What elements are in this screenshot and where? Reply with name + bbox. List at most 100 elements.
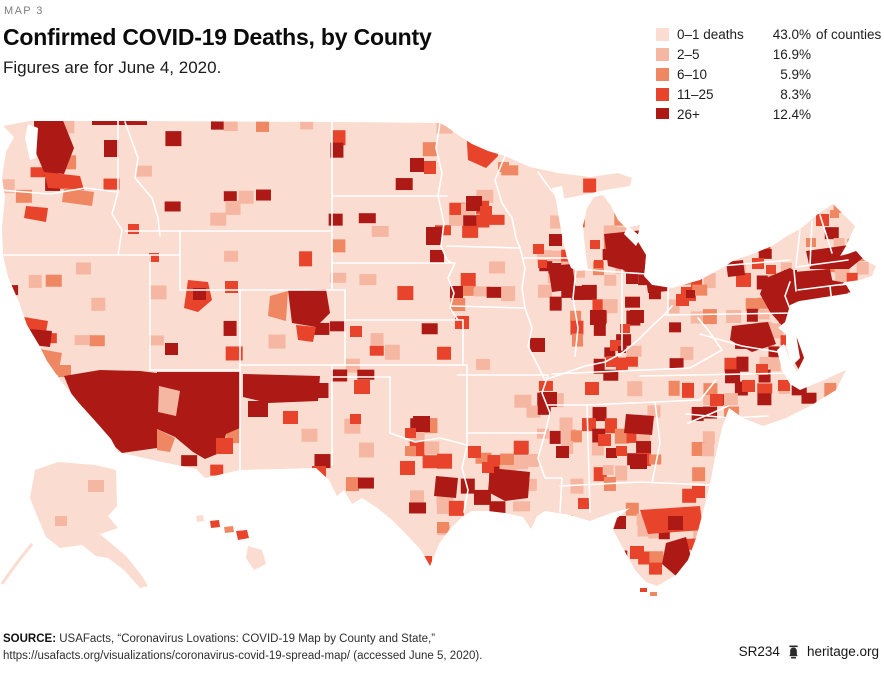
county <box>538 380 553 391</box>
source-label: SOURCE: <box>3 633 57 645</box>
county <box>602 299 618 314</box>
county <box>583 178 597 193</box>
hotspot-county <box>594 260 603 268</box>
county <box>638 274 651 286</box>
county <box>501 286 516 302</box>
county <box>411 561 425 573</box>
county <box>702 548 715 560</box>
county <box>602 465 614 476</box>
county <box>812 429 824 443</box>
hotspot-county <box>149 253 159 262</box>
county <box>513 501 531 512</box>
legend-swatch <box>656 27 669 41</box>
county <box>460 285 474 296</box>
county <box>436 501 451 514</box>
county <box>668 299 680 314</box>
county <box>625 296 641 308</box>
legend-bucket-label: 0–1 deaths <box>677 26 744 42</box>
county <box>460 478 475 494</box>
county <box>692 467 706 482</box>
county <box>395 178 413 191</box>
hotspot-county <box>466 196 482 211</box>
county <box>845 309 860 325</box>
county <box>824 227 839 240</box>
hotspot-county <box>488 468 530 501</box>
florida-keys <box>640 588 647 592</box>
county <box>570 478 584 494</box>
county <box>513 440 529 455</box>
aleutian-islands <box>0 543 34 585</box>
county <box>647 236 659 251</box>
hawaii-big-island <box>246 546 266 570</box>
hotspot-county <box>726 260 745 277</box>
hotspot-county <box>62 188 94 206</box>
county <box>569 549 584 562</box>
hotspot-county <box>598 434 611 446</box>
county <box>314 322 330 335</box>
county <box>680 346 694 360</box>
state-border <box>543 305 673 381</box>
hotspot-county <box>533 244 544 254</box>
county <box>823 443 839 459</box>
county <box>757 383 773 394</box>
state-border <box>437 195 453 264</box>
county <box>105 452 120 465</box>
county <box>560 551 575 565</box>
county <box>14 573 32 586</box>
state-borders <box>2 121 849 513</box>
hotspot-county <box>157 429 175 452</box>
county <box>780 262 792 274</box>
legend-suffix: of counties <box>816 26 882 42</box>
hotspot-county <box>480 206 492 217</box>
hotspot-county <box>538 260 547 268</box>
county <box>814 333 827 344</box>
county <box>712 224 727 239</box>
county <box>812 321 824 337</box>
state-border <box>124 121 161 237</box>
hotspot-county <box>498 162 509 172</box>
county <box>846 335 861 351</box>
county <box>625 502 639 516</box>
county <box>792 311 807 325</box>
hotspot-county <box>766 265 776 274</box>
hotspot-county <box>756 364 768 375</box>
hotspot-county <box>556 446 569 458</box>
hotspot-county <box>350 414 361 424</box>
county <box>802 345 818 356</box>
county <box>736 153 749 169</box>
county <box>410 490 425 506</box>
state-border <box>537 171 559 199</box>
county <box>605 587 619 600</box>
county <box>692 284 708 296</box>
county <box>211 121 227 130</box>
county <box>822 141 834 156</box>
map-area <box>0 118 884 623</box>
county <box>867 320 876 336</box>
hotspot-county <box>686 290 695 298</box>
hotspot-county <box>585 382 599 395</box>
county <box>45 274 62 287</box>
county <box>745 298 760 312</box>
county <box>702 309 717 325</box>
county <box>301 428 318 442</box>
county <box>371 587 387 597</box>
county <box>422 455 439 469</box>
county <box>637 525 651 537</box>
hotspot-county <box>426 227 442 245</box>
site-name: heritage.org <box>806 644 879 659</box>
county <box>724 428 739 443</box>
hotspot-county <box>58 365 71 377</box>
county <box>649 261 664 274</box>
county <box>736 272 752 287</box>
county <box>856 261 869 275</box>
state-border <box>451 305 526 309</box>
county <box>581 418 596 432</box>
hotspot-county <box>612 516 626 529</box>
county <box>462 549 480 561</box>
legend-bucket-label: 2–5 <box>677 46 700 62</box>
county <box>384 344 400 360</box>
county <box>746 238 759 251</box>
source-url: https://usafacts.org/visualizations/coro… <box>3 650 483 662</box>
county <box>385 587 402 601</box>
